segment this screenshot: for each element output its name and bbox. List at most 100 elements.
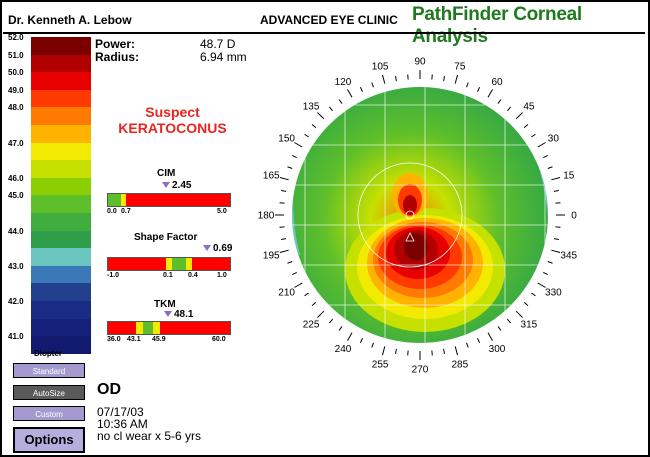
angle-label: 135 [303, 102, 320, 113]
angle-tick [531, 133, 536, 138]
scale-step-label: 48.0 [8, 103, 24, 113]
angle-tick [371, 82, 374, 88]
angle-tick [443, 76, 445, 82]
angle-tick [454, 346, 459, 356]
scale-step-label: 50.0 [8, 68, 24, 78]
standard-button[interactable]: Standard [13, 363, 85, 378]
tkm-tick: 36.0 [107, 336, 121, 343]
scale-swatch [31, 107, 91, 125]
power-label: Power: [95, 37, 136, 51]
angle-tick [294, 282, 303, 288]
cim-title: CIM [157, 168, 176, 179]
angle-tick [466, 342, 469, 348]
angle-tick [338, 99, 343, 104]
angle-tick [291, 154, 297, 158]
angle-label: 75 [454, 62, 466, 73]
angle-label: 90 [414, 57, 426, 68]
angle-label: 225 [303, 319, 320, 330]
angle-tick [359, 338, 363, 344]
scale-swatch [31, 89, 91, 108]
angle-tick [381, 346, 386, 356]
angle-tick [443, 348, 445, 354]
corneal-topography-map[interactable]: 0 15 30 45 60 75 90 105 120 135 150 165 180 195 210 225… [250, 35, 620, 385]
angle-label: 300 [489, 344, 506, 355]
tkm-pointer-icon [164, 311, 172, 317]
angle-tick [294, 142, 303, 148]
angle-label: 60 [491, 77, 503, 88]
angle-label: 195 [263, 250, 280, 261]
tkm-tick: 43.1 [127, 336, 141, 343]
angle-tick [328, 318, 333, 324]
angle-tick [328, 106, 333, 112]
angle-tick [281, 190, 287, 192]
angle-tick [537, 282, 546, 288]
angle-label: 255 [372, 359, 389, 370]
angle-tick [547, 166, 553, 169]
autosize-button[interactable]: AutoSize [13, 385, 85, 400]
angle-label: 105 [372, 62, 389, 73]
angle-tick [347, 332, 353, 341]
scale-step-label: 45.0 [8, 191, 24, 201]
angle-tick [515, 112, 523, 120]
angle-tick [279, 176, 289, 181]
angle-tick [497, 326, 502, 331]
exam-date: 07/17/03 [97, 405, 144, 419]
scale-swatch [31, 301, 91, 319]
scale-swatch [31, 125, 91, 143]
shape-factor-pointer-icon [203, 245, 211, 251]
scale-swatch [31, 142, 91, 161]
scale-step-label: 51.0 [8, 50, 24, 60]
tkm-value: 48.1 [174, 309, 194, 320]
angle-tick [395, 348, 397, 354]
angle-tick [543, 154, 549, 158]
angle-label: 270 [412, 365, 429, 376]
power-reading: Power: 48.7 D [95, 37, 235, 51]
angle-tick [395, 76, 397, 82]
cim-pointer-icon [162, 182, 170, 188]
cim-tick: 5.0 [217, 208, 227, 215]
scale-swatch [31, 248, 91, 266]
angle-tick [487, 89, 493, 98]
angle-tick [523, 302, 529, 307]
angle-tick [507, 106, 512, 112]
angle-tick [359, 86, 363, 92]
scale-swatch [31, 54, 91, 73]
scale-step-label: 49.0 [8, 85, 24, 95]
angle-tick [311, 302, 317, 307]
shape-factor-title: Shape Factor [134, 232, 198, 243]
scale-swatch [31, 177, 91, 196]
angle-tick [371, 342, 374, 348]
angle-tick [381, 74, 386, 84]
angle-tick [304, 133, 309, 138]
shape-factor-tick: 1.0 [217, 272, 227, 279]
shape-factor-bar [107, 257, 231, 271]
clinic-name: ADVANCED EYE CLINIC [260, 13, 398, 27]
diagnosis-line-1: Suspect [145, 104, 200, 120]
scale-swatch [31, 195, 91, 213]
angle-scale: 0 15 30 45 60 75 90 105 120 135 150 165 180 195 210 225… [258, 57, 578, 376]
angle-tick [553, 238, 559, 240]
eye-label: OD [97, 381, 121, 398]
angle-label: 210 [278, 288, 295, 299]
custom-button[interactable]: Custom [13, 406, 85, 421]
angle-label: 345 [560, 250, 577, 261]
angle-tick [553, 190, 559, 192]
scale-swatch [31, 72, 91, 90]
scale-swatch [31, 37, 91, 55]
angle-tick [317, 310, 325, 318]
angle-tick [487, 332, 493, 341]
cim-bar [107, 193, 231, 207]
options-button[interactable]: Options [13, 427, 85, 453]
scale-swatch [31, 265, 91, 284]
angle-label: 120 [335, 77, 352, 88]
scale-swatch [31, 213, 91, 231]
exam-time: 10:36 AM [97, 417, 148, 431]
scale-step-label: 52.0 [8, 33, 24, 42]
diagnosis-label: Suspect KERATOCONUS [100, 104, 245, 136]
shape-factor-value: 0.69 [213, 243, 233, 254]
angle-tick [347, 89, 353, 98]
angle-tick [547, 261, 553, 264]
angle-tick [523, 123, 529, 128]
angle-tick [279, 249, 289, 254]
angle-label: 240 [335, 344, 352, 355]
